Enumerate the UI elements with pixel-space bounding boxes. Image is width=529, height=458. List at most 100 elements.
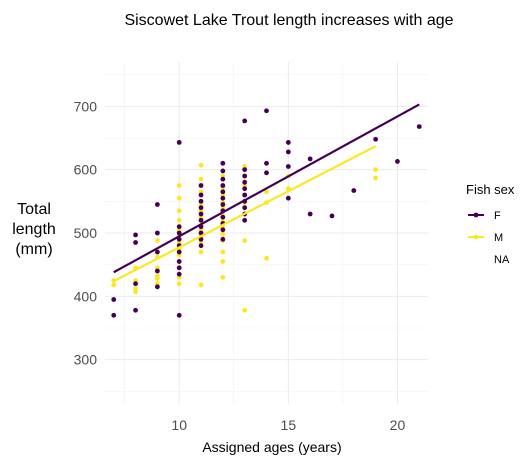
data-point-M (220, 249, 226, 255)
x-tick-label: 10 (171, 417, 187, 433)
trend-line-F (113, 103, 420, 274)
data-point-M (264, 255, 269, 261)
x-tick-label: 20 (390, 417, 406, 433)
data-point-F (242, 167, 248, 173)
legend-label-M: M (494, 232, 503, 244)
legend-key-point-F (473, 212, 479, 218)
data-point-F (242, 205, 248, 211)
data-point-F (176, 140, 182, 145)
data-point-M (220, 231, 226, 237)
data-point-F (154, 249, 160, 255)
data-point-M (242, 307, 248, 313)
data-point-M (176, 217, 182, 223)
data-point-F (242, 173, 248, 179)
data-point-F (307, 211, 313, 217)
y-axis-label-line-3: (mm) (15, 241, 52, 258)
data-point-F (220, 202, 226, 207)
data-point-F (220, 176, 226, 182)
data-point-F (220, 168, 226, 174)
data-point-M (220, 259, 226, 264)
data-point-F (198, 183, 204, 188)
data-point-M (373, 167, 379, 173)
data-point-F (198, 198, 204, 204)
data-point-F (176, 224, 182, 230)
data-point-F (133, 307, 138, 313)
data-point-F (198, 230, 204, 236)
data-point-F (133, 232, 138, 238)
data-point-F (198, 243, 204, 249)
data-point-M (198, 176, 204, 182)
data-point-F (198, 236, 204, 242)
data-points (111, 108, 422, 318)
data-point-F (220, 195, 226, 201)
data-point-F (176, 249, 182, 255)
data-point-M (176, 281, 182, 287)
data-point-F (220, 189, 226, 195)
data-point-F (242, 217, 248, 223)
data-point-F (307, 156, 313, 162)
data-point-F (285, 149, 291, 155)
data-point-F (154, 202, 160, 207)
data-point-M (176, 183, 182, 188)
y-axis-label-line-2: length (12, 221, 56, 238)
data-point-M (154, 238, 160, 244)
data-point-F (373, 136, 379, 142)
legend-keys: FM NA (468, 210, 510, 266)
y-tick-label: 300 (74, 352, 98, 368)
data-point-M (111, 282, 117, 288)
data-point-F (264, 108, 269, 114)
data-point-F (198, 205, 204, 211)
data-point-F (351, 188, 357, 193)
data-point-F (395, 159, 400, 164)
data-point-F (133, 240, 138, 245)
data-point-F (416, 124, 422, 129)
data-point-M (176, 208, 182, 214)
data-point-M (133, 289, 138, 295)
data-point-M (220, 274, 226, 280)
data-point-F (176, 312, 182, 318)
chart-title: Siscowet Lake Trout length increases wit… (124, 12, 453, 29)
data-point-F (264, 170, 269, 176)
legend-key-point-M (473, 234, 479, 240)
legend: Fish sex FM NA (466, 182, 515, 266)
data-point-M (264, 189, 269, 195)
data-point-F (220, 160, 226, 166)
data-point-F (176, 230, 182, 236)
data-point-F (242, 179, 248, 185)
x-axis-label: Assigned ages (years) (202, 439, 341, 455)
data-point-F (285, 140, 291, 145)
data-point-F (154, 230, 160, 236)
legend-label-NA: NA (494, 254, 510, 266)
y-tick-label: 400 (74, 288, 98, 304)
y-tick-label: 700 (74, 98, 98, 114)
data-point-F (329, 213, 335, 219)
data-point-F (242, 186, 248, 192)
data-point-F (285, 195, 291, 201)
data-point-F (285, 164, 291, 169)
data-point-F (220, 227, 226, 233)
data-point-M (198, 282, 204, 288)
data-point-F (198, 217, 204, 223)
x-tick-labels: 10 15 20 (171, 417, 405, 433)
legend-label-F: F (494, 210, 501, 222)
data-point-F (133, 281, 138, 287)
x-tick-label: 15 (281, 417, 297, 433)
data-point-F (176, 265, 182, 271)
data-point-M (154, 276, 160, 281)
data-point-F (111, 297, 117, 302)
y-tick-label: 500 (74, 225, 98, 241)
legend-title: Fish sex (466, 182, 515, 197)
data-point-F (220, 236, 226, 242)
data-point-F (264, 160, 269, 166)
data-point-M (176, 195, 182, 201)
data-point-F (176, 271, 182, 277)
data-point-F (176, 259, 182, 264)
data-point-F (220, 214, 226, 220)
data-point-F (111, 312, 117, 318)
y-axis-label-line-1: Total (17, 201, 51, 218)
data-point-M (198, 249, 204, 255)
trend-lines (113, 103, 420, 283)
data-point-F (242, 118, 248, 124)
data-point-M (242, 238, 248, 244)
